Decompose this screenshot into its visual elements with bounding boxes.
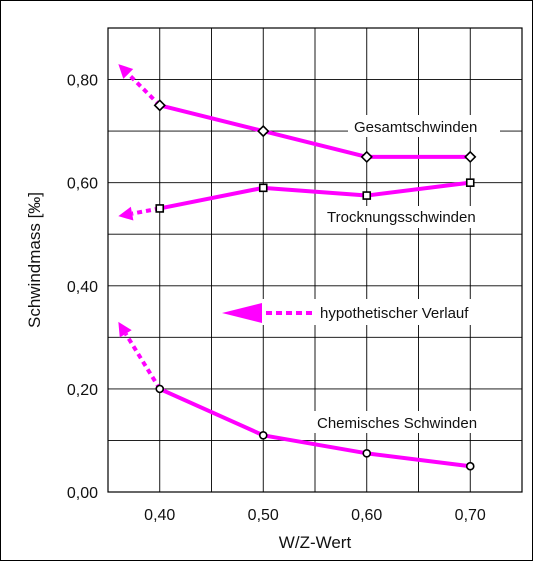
- trocknung-label: Trocknungsschwinden: [327, 209, 476, 226]
- data-point-square: [155, 204, 165, 213]
- gesamt-label: Gesamtschwinden: [354, 119, 477, 136]
- y-tick-label: 0,60: [67, 176, 98, 193]
- x-tick-label: 0,70: [455, 507, 486, 524]
- trocknung-label-bg: [322, 206, 498, 228]
- x-tick-label: 0,60: [351, 507, 382, 524]
- plot-area: [107, 27, 523, 493]
- data-point-diamond: [464, 150, 477, 164]
- data-point-circle: [155, 384, 165, 394]
- legend-note: hypothetischer Verlauf: [320, 305, 469, 322]
- y-tick-label: 0,20: [67, 382, 98, 399]
- gesamt-label-bg: [348, 115, 500, 137]
- y-axis-title: Schwindmass [‰]: [25, 192, 44, 328]
- series-1: [118, 64, 477, 164]
- data-point-square: [258, 183, 268, 193]
- series-3: [118, 321, 475, 471]
- y-tick-label: 0,40: [67, 279, 98, 296]
- y-tick-label: 0,80: [67, 73, 98, 90]
- data-point-circle: [258, 430, 268, 440]
- data-point-square: [362, 191, 372, 200]
- data-point-diamond: [257, 124, 270, 138]
- x-tick-label: 0,50: [248, 507, 279, 524]
- data-point-square: [465, 178, 475, 187]
- hypothetical-arrowhead: [118, 64, 134, 79]
- data-point-circle: [465, 461, 475, 471]
- x-axis-title: W/Z-Wert: [279, 533, 352, 552]
- legend-arrowhead: [222, 303, 262, 323]
- data-point-circle: [362, 449, 372, 458]
- series: [118, 64, 477, 471]
- x-tick-label: 0,40: [144, 507, 175, 524]
- hypothetical-line: [126, 72, 162, 107]
- series-line: [158, 387, 471, 469]
- hypothetical-arrowhead: [118, 206, 134, 221]
- y-tick-label: 0,00: [67, 485, 98, 502]
- x-axis-ticks: 0,40 0,50 0,60 0,70: [144, 507, 486, 524]
- series-line: [159, 103, 471, 159]
- chemisch-label-bg: [313, 411, 495, 433]
- y-axis-ticks: 0,00 0,20 0,40 0,60 0,80: [67, 73, 98, 502]
- chemisch-label: Chemisches Schwinden: [317, 415, 477, 432]
- hypothetical-line: [131, 206, 161, 216]
- data-point-diamond: [153, 99, 166, 112]
- hypothetical-line: [124, 332, 162, 390]
- series-2: [118, 178, 475, 221]
- series-line: [159, 180, 471, 211]
- data-point-diamond: [360, 150, 373, 164]
- hypothetical-arrowhead: [118, 321, 132, 338]
